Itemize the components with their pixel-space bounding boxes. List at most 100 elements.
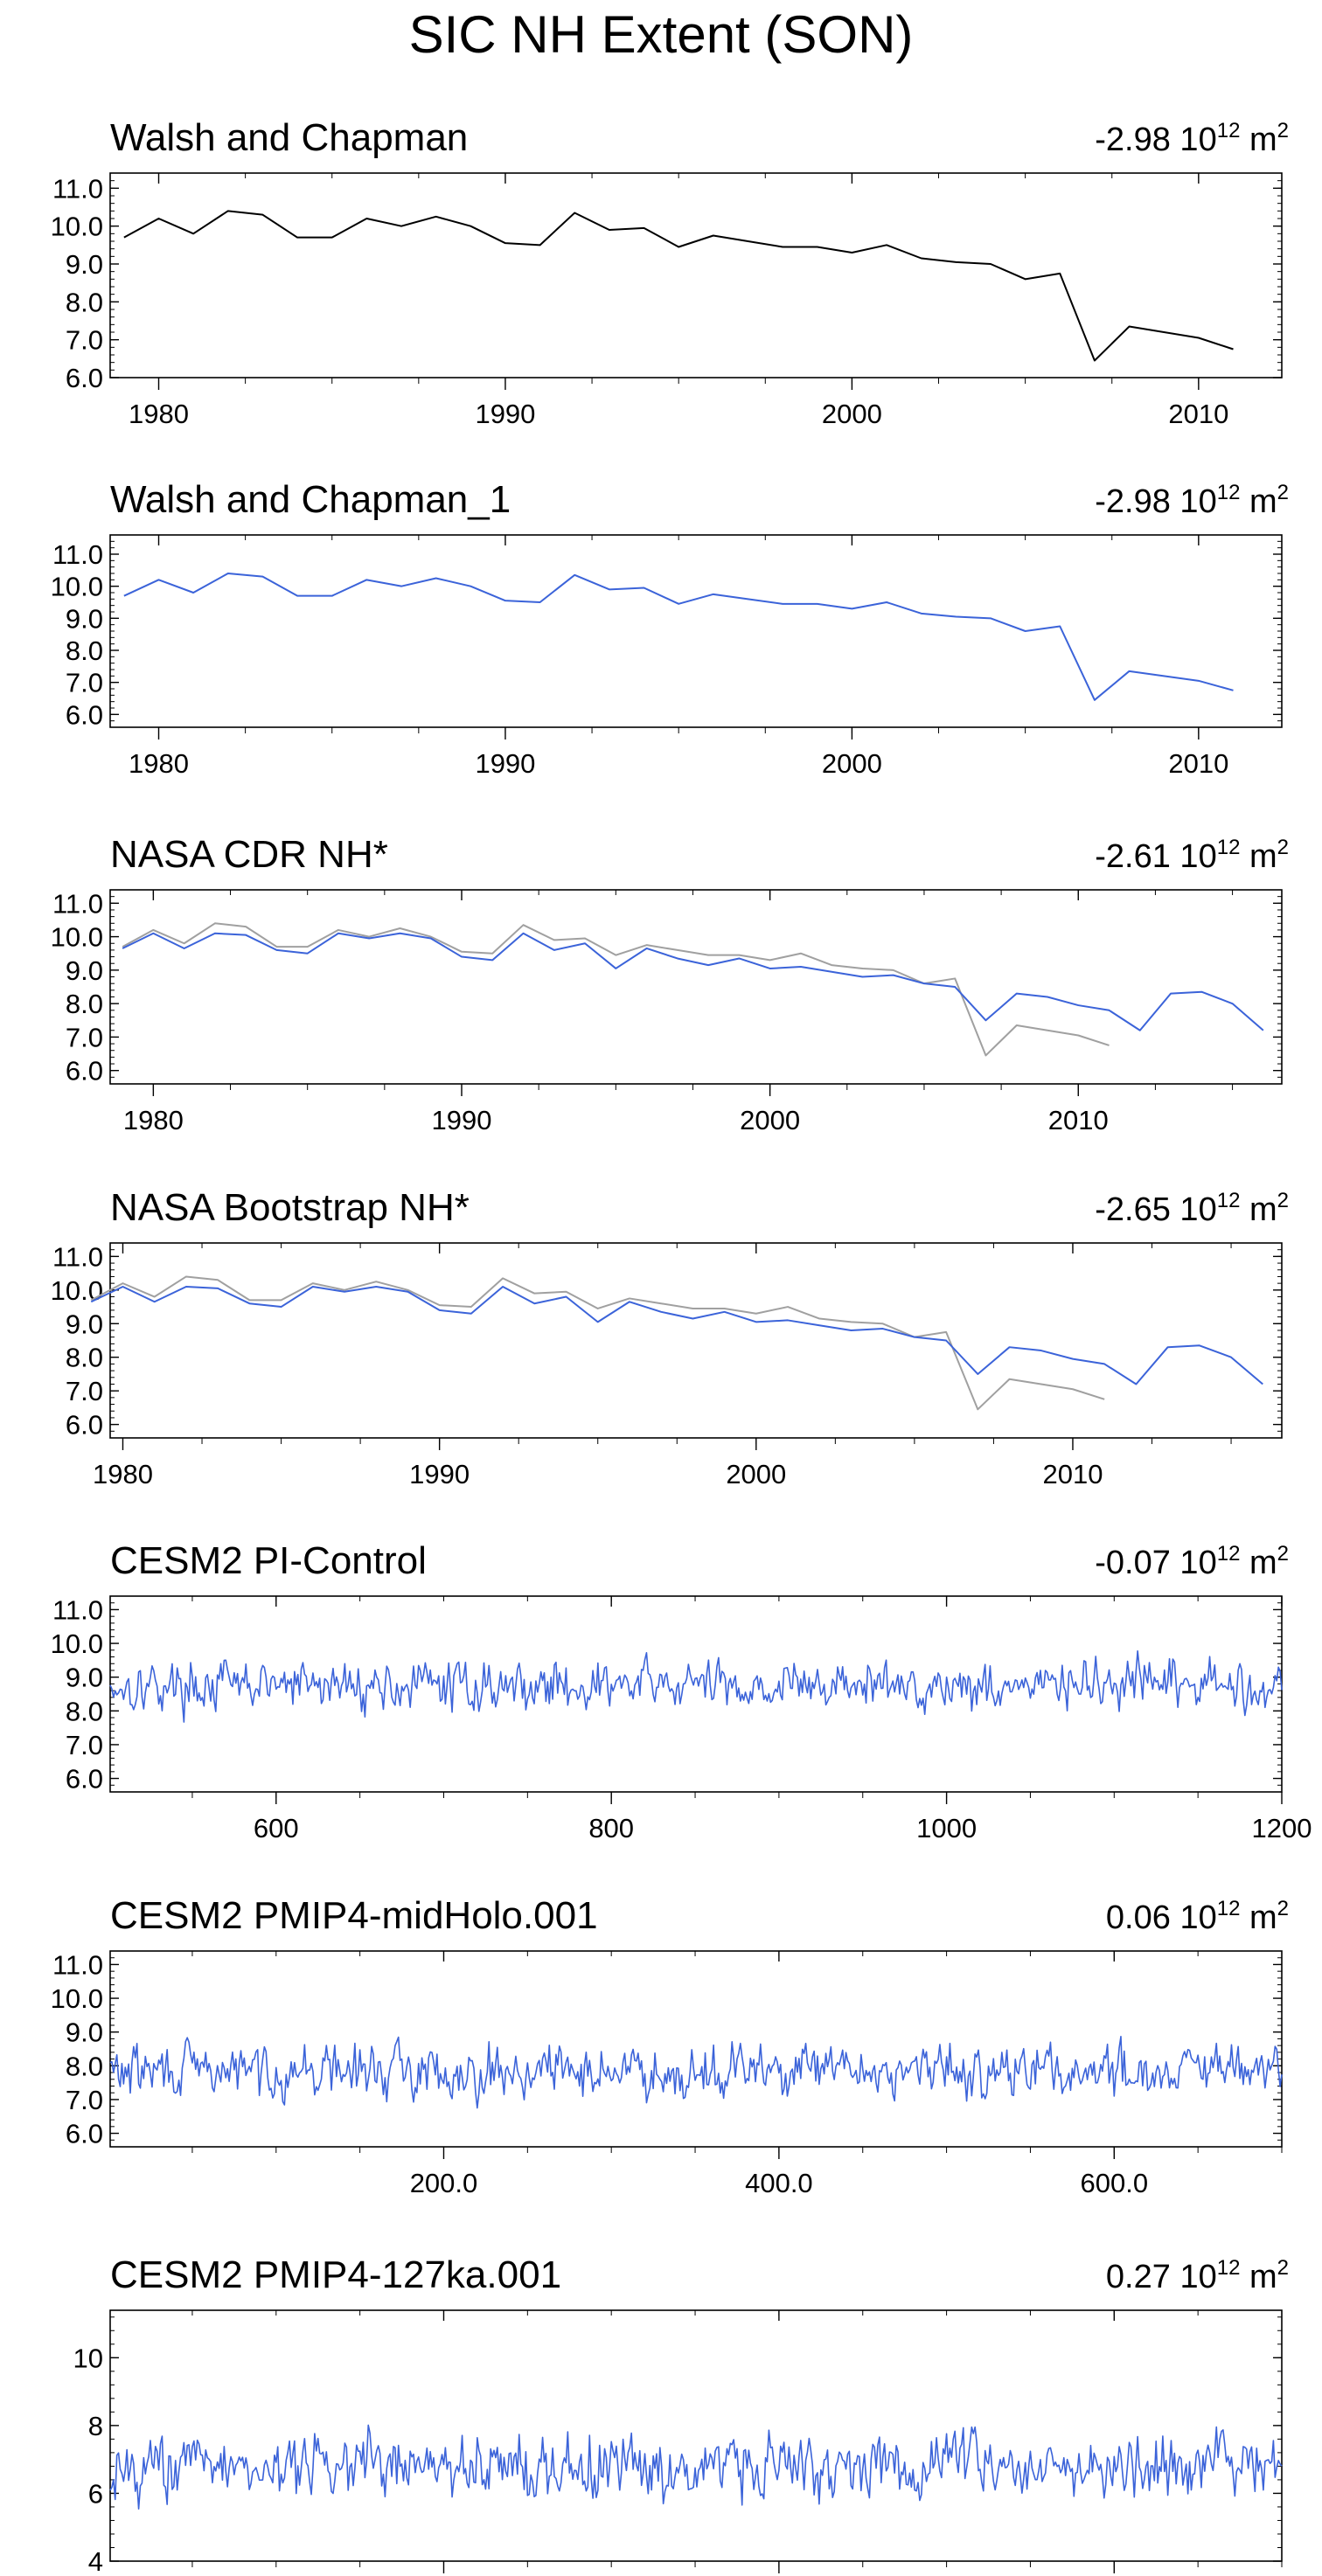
- trend-exponent: 12: [1217, 1189, 1241, 1212]
- panel-title: NASA CDR NH*: [110, 833, 388, 876]
- x-tick-label: 600: [254, 1813, 299, 1843]
- y-tick-label: 9.0: [66, 249, 103, 280]
- y-tick-label: 11.0: [52, 173, 103, 204]
- x-tick-label: 1200: [1252, 1813, 1312, 1843]
- panel-title: CESM2 PMIP4-midHolo.001: [110, 1894, 598, 1937]
- x-tick-label: 400.0: [745, 2168, 813, 2198]
- y-tick-label: 9.0: [66, 2017, 103, 2048]
- chart-panel: NASA CDR NH* -2.61 1012 m2 6.0 7.08.09.010.…: [51, 833, 1289, 1135]
- x-tick-label: 2000: [740, 1105, 800, 1135]
- x-tick-label: 2010: [1168, 748, 1228, 779]
- y-tick-label: 8.0: [66, 2051, 103, 2081]
- series-line: [122, 932, 1264, 1031]
- panel-title: NASA Bootstrap NH*: [110, 1186, 470, 1229]
- plot-frame: [109, 889, 1283, 1085]
- trend-label: -2.65 1012 m2: [1095, 1189, 1289, 1228]
- x-tick-label: 200.0: [410, 2168, 478, 2198]
- trend-exponent: 12: [1217, 481, 1241, 504]
- y-tick-label: 8.0: [66, 989, 103, 1019]
- x-tick-label: 1980: [129, 748, 189, 779]
- x-tick-label: 1990: [475, 748, 535, 779]
- y-tick-label: 11.0: [52, 1594, 103, 1625]
- plot-frame: [109, 1242, 1283, 1439]
- trend-exponent: 12: [1217, 1542, 1241, 1566]
- y-tick-label: 6.0: [66, 2119, 103, 2149]
- chart-panel: NASA Bootstrap NH* -2.65 1012 m2 6.0 7.08.0…: [51, 1186, 1289, 1489]
- y-tick-label: 7.0: [66, 2085, 103, 2115]
- y-tick-label: 10.0: [51, 572, 103, 602]
- chart-panel: CESM2 PMIP4-127ka.001 0.27 1012 m2 4 6 8 10 2 0…: [73, 2253, 1289, 2576]
- trend-unit-exponent: 2: [1277, 481, 1289, 504]
- series-line: [109, 2036, 1283, 2109]
- trend-value: 0.27 10: [1106, 2259, 1217, 2295]
- trend-unit: m: [1240, 838, 1277, 875]
- y-tick-label: 8.0: [66, 1343, 103, 1373]
- x-tick-label: 1000: [916, 1813, 977, 1843]
- y-tick-label: 6.0: [66, 1056, 103, 1087]
- trend-value: -2.61 10: [1095, 838, 1216, 875]
- y-tick-label: 10.0: [51, 1983, 103, 2014]
- panel-title: Walsh and Chapman: [110, 116, 468, 159]
- trend-unit-exponent: 2: [1277, 1897, 1289, 1920]
- y-tick-label: 11.0: [52, 888, 103, 919]
- x-tick-label: 2010: [1042, 1459, 1103, 1489]
- trend-unit: m: [1240, 483, 1277, 520]
- y-tick-label: 11.0: [52, 1949, 103, 1980]
- panel-title: CESM2 PMIP4-127ka.001: [110, 2253, 561, 2296]
- y-tick-label: 10.0: [51, 212, 103, 242]
- y-tick-label: 9.0: [66, 1663, 103, 1693]
- trend-label: -2.98 1012 m2: [1095, 481, 1289, 520]
- x-tick-label: 1980: [123, 1105, 184, 1135]
- y-tick-label: 6.0: [66, 1764, 103, 1795]
- series-line: [122, 922, 1110, 1057]
- page-title: SIC NH Extent (SON): [408, 5, 914, 64]
- trend-unit-exponent: 2: [1277, 2256, 1289, 2280]
- y-tick-label: 10: [73, 2343, 103, 2373]
- trend-value: -0.07 10: [1095, 1545, 1216, 1581]
- trend-value: -2.65 10: [1095, 1191, 1216, 1228]
- series-line: [90, 1275, 1105, 1411]
- y-tick-label: 6.0: [66, 1410, 103, 1441]
- plot-frame: [109, 172, 1283, 378]
- series-line: [90, 1285, 1263, 1385]
- x-tick-label: 800: [588, 1813, 634, 1843]
- y-tick-label: 9.0: [66, 955, 103, 986]
- trend-unit: m: [1240, 122, 1277, 158]
- trend-unit-exponent: 2: [1277, 119, 1289, 142]
- y-tick-label: 7.0: [66, 325, 103, 356]
- chart-panel: Walsh and Chapman_1 -2.98 1012 m2 6.07.08.…: [51, 478, 1289, 779]
- x-tick-label: 2010: [1168, 399, 1228, 429]
- y-tick-label: 6.0: [66, 363, 103, 393]
- plot-frame: [109, 1950, 1283, 2148]
- trend-label: 0.27 1012 m2: [1106, 2256, 1289, 2295]
- trend-label: -2.98 1012 m2: [1095, 119, 1289, 158]
- panel-title: CESM2 PI-Control: [110, 1539, 427, 1582]
- chart-panel: CESM2 PI-Control -0.07 1012 m2 6.0 7.0 8.09.…: [51, 1539, 1312, 1843]
- y-tick-label: 8: [88, 2411, 103, 2441]
- trend-unit: m: [1240, 1191, 1277, 1228]
- y-tick-label: 6.0: [66, 699, 103, 730]
- y-tick-label: 6: [88, 2478, 103, 2509]
- y-tick-label: 8.0: [66, 635, 103, 666]
- x-tick-label: 1980: [93, 1459, 153, 1489]
- x-tick-label: 1990: [409, 1459, 470, 1489]
- y-tick-label: 9.0: [66, 603, 103, 634]
- y-tick-label: 10.0: [51, 922, 103, 953]
- trend-exponent: 12: [1217, 836, 1241, 859]
- x-tick-label: 1980: [129, 399, 189, 429]
- y-tick-label: 11.0: [52, 539, 103, 570]
- trend-label: 0.06 1012 m2: [1106, 1897, 1289, 1936]
- trend-value: -2.98 10: [1095, 483, 1216, 520]
- y-tick-label: 10.0: [51, 1628, 103, 1659]
- trend-value: 0.06 10: [1106, 1899, 1217, 1936]
- trend-unit-exponent: 2: [1277, 836, 1289, 859]
- trend-exponent: 12: [1217, 119, 1241, 142]
- series-line: [109, 1649, 1283, 1723]
- trend-exponent: 12: [1217, 2256, 1241, 2280]
- trend-unit-exponent: 2: [1277, 1542, 1289, 1566]
- trend-label: -2.61 1012 m2: [1095, 836, 1289, 875]
- x-tick-label: 2000: [822, 748, 882, 779]
- chart-panel: CESM2 PMIP4-midHolo.001 0.06 1012 m2 6.0 7.…: [51, 1894, 1289, 2198]
- plot-frame: [109, 534, 1283, 728]
